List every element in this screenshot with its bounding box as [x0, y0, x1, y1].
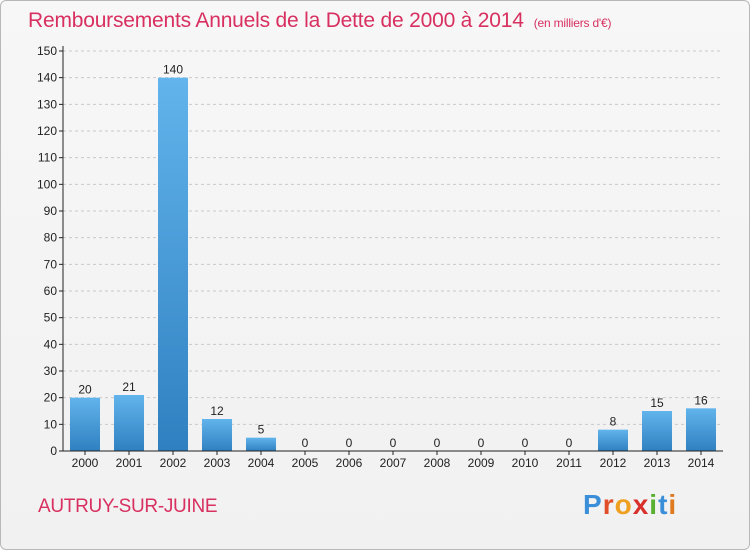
- x-tick-label-2005: 2005: [292, 456, 319, 470]
- logo-letter: i: [668, 489, 678, 520]
- x-tick-label-2003: 2003: [204, 456, 231, 470]
- labels: 0102030405060708090100110120130140150202…: [37, 44, 715, 470]
- data-label-2010: 0: [522, 436, 529, 450]
- chart-subtitle: (en milliers d'€): [533, 16, 612, 30]
- data-label-2005: 0: [302, 436, 309, 450]
- y-tick-label: 90: [44, 204, 58, 218]
- bar-2012: [598, 429, 628, 451]
- bar-2003: [202, 419, 232, 451]
- logo-letter: r: [602, 489, 615, 520]
- data-label-2014: 16: [694, 393, 708, 407]
- data-label-2013: 15: [650, 396, 664, 410]
- data-label-2011: 0: [566, 436, 573, 450]
- logo-letter: P: [583, 489, 603, 520]
- logo-letter: o: [614, 489, 633, 520]
- x-tick-label-2002: 2002: [160, 456, 187, 470]
- y-tick-label: 130: [37, 97, 57, 111]
- y-tick-label: 0: [50, 444, 57, 458]
- axes: [59, 46, 723, 455]
- commune-name: AUTRUY-SUR-JUINE: [38, 496, 218, 517]
- x-tick-label-2008: 2008: [424, 456, 451, 470]
- bar-2004: [246, 437, 276, 451]
- data-label-2006: 0: [346, 436, 353, 450]
- logo-letter: x: [632, 489, 650, 520]
- y-tick-label: 120: [37, 124, 57, 138]
- x-tick-label-2000: 2000: [72, 456, 99, 470]
- x-tick-label-2011: 2011: [556, 456, 582, 470]
- y-tick-label: 70: [44, 257, 58, 271]
- x-tick-label-2010: 2010: [512, 456, 539, 470]
- bar-2000: [70, 397, 100, 451]
- logo-letter: t: [658, 489, 669, 520]
- y-tick-label: 60: [44, 284, 58, 298]
- bar-2001: [114, 395, 144, 451]
- data-label-2009: 0: [478, 436, 485, 450]
- bars: [70, 77, 716, 452]
- logo-letter: i: [649, 489, 659, 520]
- x-tick-label-2006: 2006: [336, 456, 363, 470]
- x-tick-label-2014: 2014: [688, 456, 715, 470]
- bar-2014: [686, 408, 716, 451]
- y-tick-label: 150: [37, 44, 57, 58]
- y-tick-label: 110: [38, 151, 57, 165]
- proxiti-logo: Proxiti: [583, 489, 677, 521]
- chart-title: Remboursements Annuels de la Dette de 20…: [28, 9, 611, 33]
- x-tick-label-2004: 2004: [248, 456, 275, 470]
- y-tick-label: 10: [44, 417, 58, 431]
- x-tick-label-2007: 2007: [380, 456, 407, 470]
- chart-title-text: Remboursements Annuels de la Dette de 20…: [28, 9, 524, 32]
- x-tick-label-2012: 2012: [600, 456, 627, 470]
- y-tick-label: 140: [37, 71, 57, 85]
- bar-2013: [642, 411, 672, 451]
- x-tick-label-2013: 2013: [644, 456, 671, 470]
- y-tick-label: 50: [44, 311, 58, 325]
- y-tick-label: 80: [44, 231, 58, 245]
- x-tick-label-2009: 2009: [468, 456, 495, 470]
- data-label-2012: 8: [610, 415, 617, 429]
- data-label-2000: 20: [78, 383, 92, 397]
- data-label-2001: 21: [122, 380, 136, 394]
- y-tick-label: 100: [37, 177, 57, 191]
- data-label-2008: 0: [434, 436, 441, 450]
- x-tick-label-2001: 2001: [116, 456, 143, 470]
- y-tick-label: 40: [44, 337, 58, 351]
- y-tick-label: 30: [44, 364, 58, 378]
- data-label-2002: 140: [163, 63, 183, 77]
- data-label-2003: 12: [210, 404, 224, 418]
- data-label-2007: 0: [390, 436, 397, 450]
- bar-2002: [158, 77, 188, 452]
- y-tick-label: 20: [44, 391, 58, 405]
- data-label-2004: 5: [258, 423, 265, 437]
